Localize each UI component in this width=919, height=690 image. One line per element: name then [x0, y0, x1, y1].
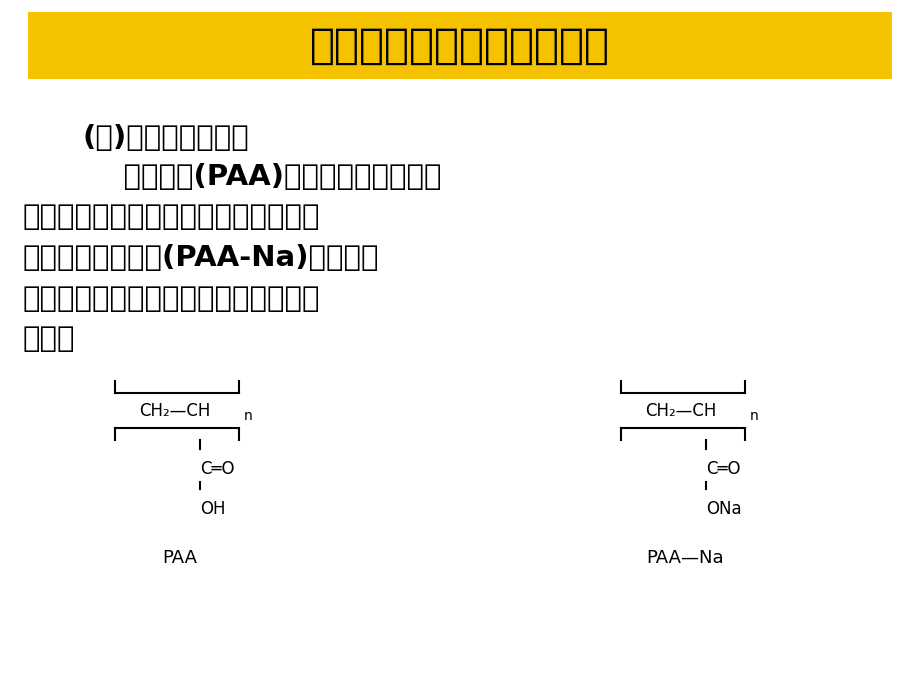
Text: OH: OH — [199, 500, 225, 518]
Text: n: n — [749, 409, 758, 423]
Text: (一)化学结构和制备: (一)化学结构和制备 — [83, 124, 249, 152]
Text: C═O: C═O — [705, 460, 739, 478]
Text: C═O: C═O — [199, 460, 234, 478]
Text: 聚合生成的高分子，用氢氧化钠中和后: 聚合生成的高分子，用氢氧化钠中和后 — [23, 204, 320, 231]
Text: CH₂—CH: CH₂—CH — [644, 402, 716, 420]
Text: CH₂—CH: CH₂—CH — [139, 402, 210, 420]
Text: 一、聚丙烯酸和聚丙烯酸钠: 一、聚丙烯酸和聚丙烯酸钠 — [310, 25, 609, 66]
Text: 即得到聚丙烯酸钠(PAA-Na)，二者都: 即得到聚丙烯酸钠(PAA-Na)，二者都 — [23, 244, 380, 272]
Text: 是水溶性的聚电解质。它们的化学结构: 是水溶性的聚电解质。它们的化学结构 — [23, 285, 320, 313]
Text: 聚丙烯酸(PAA)是由丙烯酸甲体加成: 聚丙烯酸(PAA)是由丙烯酸甲体加成 — [83, 163, 441, 190]
Text: n: n — [244, 409, 253, 423]
Text: PAA: PAA — [162, 549, 197, 566]
FancyBboxPatch shape — [28, 12, 891, 79]
Text: ONa: ONa — [705, 500, 741, 518]
Text: 如下：: 如下： — [23, 326, 75, 353]
Text: PAA—Na: PAA—Na — [646, 549, 723, 566]
